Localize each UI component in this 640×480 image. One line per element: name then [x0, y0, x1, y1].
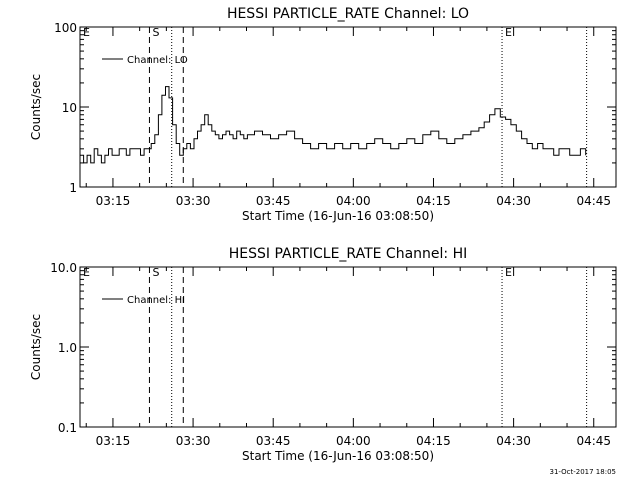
- x-tick-label: 03:30: [176, 434, 211, 448]
- legend-entry: Channel: LO: [127, 55, 188, 66]
- footer-timestamp: 31-Oct-2017 18:05: [550, 468, 616, 476]
- event-marker-label: E: [505, 266, 512, 279]
- x-tick-label: 03:45: [256, 194, 291, 208]
- panel-lo-channel: HESSI PARTICLE_RATE Channel: LO 1 10 100 03:…: [29, 6, 617, 223]
- x-tick-label: 04:15: [416, 194, 451, 208]
- y-tick-label: 0.1: [58, 421, 77, 435]
- panel-hi-channel: HESSI PARTICLE_RATE Channel: HI 0.1 1.0 10.…: [29, 246, 617, 463]
- x-tick-label: 03:15: [96, 194, 131, 208]
- x-tick-label: 03:45: [256, 434, 291, 448]
- x-axis-label: Start Time (16-Jun-16 03:08:50): [242, 209, 434, 223]
- x-tick-label: 03:15: [96, 434, 131, 448]
- y-axis-label: Counts/sec: [29, 314, 43, 380]
- y-tick-label: 10.0: [50, 261, 77, 275]
- chart-title: HESSI PARTICLE_RATE Channel: LO: [227, 6, 469, 22]
- x-tick-label: 04:30: [496, 434, 531, 448]
- series-line: [80, 86, 587, 164]
- x-tick-label: 04:45: [576, 194, 611, 208]
- event-marker-label: S: [152, 26, 159, 39]
- y-tick-label: 1.0: [58, 341, 77, 355]
- x-axis-label: Start Time (16-Jun-16 03:08:50): [242, 449, 434, 463]
- x-tick-label: 03:30: [176, 194, 211, 208]
- x-tick-label: 04:30: [496, 194, 531, 208]
- legend-entry: Channel: HI: [127, 295, 185, 306]
- y-tick-label: 100: [54, 21, 77, 35]
- x-tick-label: 04:00: [336, 194, 371, 208]
- x-tick-label: 04:00: [336, 434, 371, 448]
- chart-title: HESSI PARTICLE_RATE Channel: HI: [229, 246, 467, 262]
- y-tick-label: 10: [62, 101, 77, 115]
- y-tick-label: 1: [69, 181, 77, 195]
- plot-frame: [79, 266, 617, 428]
- plot-frame: [79, 26, 617, 188]
- y-axis-label: Counts/sec: [29, 74, 43, 140]
- event-marker-label: E: [83, 26, 90, 39]
- event-marker-label: S: [152, 266, 159, 279]
- x-tick-label: 04:15: [416, 434, 451, 448]
- event-marker-label: E: [83, 266, 90, 279]
- event-marker-label: E: [505, 26, 512, 39]
- x-tick-label: 04:45: [576, 434, 611, 448]
